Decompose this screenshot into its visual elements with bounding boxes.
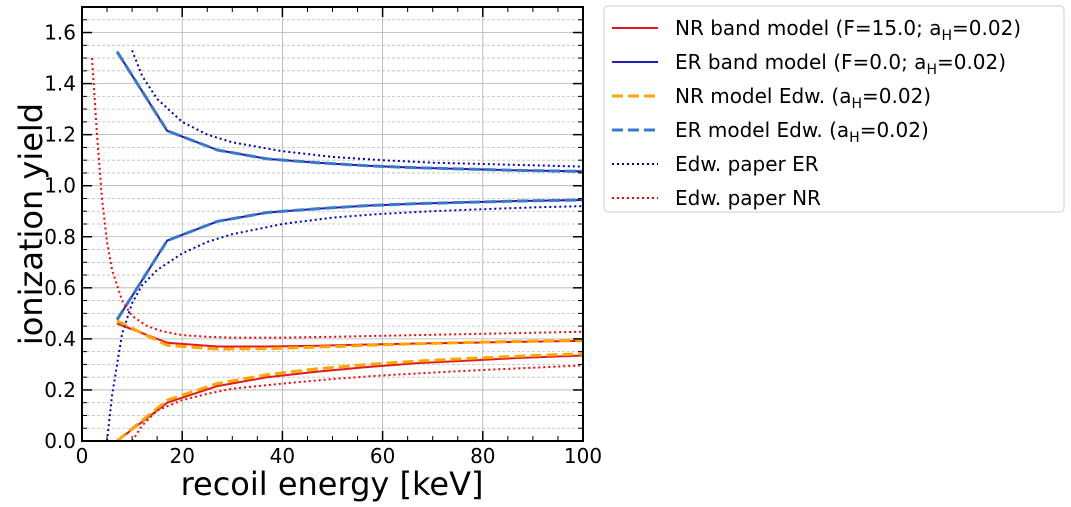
y-tick-label: 1.4: [44, 72, 76, 96]
y-tick-label: 1.0: [44, 174, 76, 198]
x-tick-label: 80: [470, 444, 495, 468]
series-0-lower-line: [116, 354, 583, 441]
series-2-lower-line: [116, 352, 583, 441]
y-tick-label: 1.6: [44, 21, 76, 45]
ticks: 0 20 40 60 80 100 0.0 0.2 0.4 0.6 0.8 1.0 1.2 1.4 1.6: [44, 7, 602, 468]
y-tick-label: 0.0: [44, 429, 76, 453]
legend-label-2: NR model Edw. (aH=0.02): [675, 84, 931, 112]
grid: [81, 7, 584, 442]
x-tick-label: 40: [270, 444, 295, 468]
series-3-upper-line: [115, 50, 583, 173]
legend: NR band model (F=15.0; aH=0.02) ER band m…: [603, 5, 1065, 213]
x-tick-label: 100: [564, 444, 602, 468]
legend-label-3: ER model Edw. (aH=0.02): [675, 118, 929, 146]
x-tick-label: 20: [169, 444, 194, 468]
legend-box: [603, 5, 1065, 213]
legend-label-5: Edw. paper NR: [675, 186, 821, 210]
series-3-lower-line: [115, 198, 583, 321]
x-axis-label: recoil energy [keV]: [181, 465, 484, 503]
y-axis-label: ionization yield: [12, 103, 50, 345]
y-tick-label: 0.2: [44, 378, 76, 402]
legend-label-4: Edw. paper ER: [675, 152, 819, 176]
y-tick-label: 0.6: [44, 276, 76, 300]
y-tick-label: 0.4: [44, 327, 76, 351]
legend-label-1: ER band model (F=0.0; aH=0.02): [675, 50, 1006, 78]
series-layer: [91, 50, 583, 441]
legend-label-0: NR band model (F=15.0; aH=0.02): [675, 16, 1021, 44]
series-4-lower-line: [106, 205, 583, 441]
series-2-upper-line: [116, 319, 583, 351]
x-tick-label: 0: [76, 444, 89, 468]
x-tick-label: 60: [370, 444, 395, 468]
y-tick-label: 0.8: [44, 225, 76, 249]
y-tick-label: 1.2: [44, 123, 76, 147]
